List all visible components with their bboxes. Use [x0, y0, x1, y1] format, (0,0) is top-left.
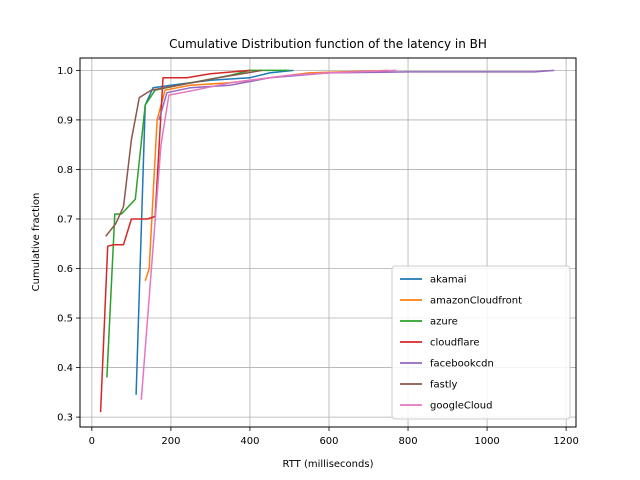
x-tick-label: 800 — [398, 436, 417, 447]
x-tick-label: 1000 — [474, 436, 499, 447]
x-tick-label: 0 — [89, 436, 95, 447]
legend-box — [391, 265, 571, 420]
y-tick-label: 0.9 — [57, 115, 73, 126]
y-tick-label: 0.7 — [57, 214, 73, 225]
legend-label-googleCloud: googleCloud — [430, 401, 492, 412]
y-tick-label: 0.4 — [57, 363, 73, 374]
legend: akamai amazonCloudfront azure cloudflare fac… — [391, 265, 571, 420]
x-tick-label: 1200 — [553, 436, 578, 447]
x-tick-label: 400 — [240, 436, 259, 447]
legend-label-amazonCloudfront: amazonCloudfront — [430, 296, 522, 307]
series-line-googleCloud — [140, 69, 397, 400]
y-tick-label: 0.5 — [57, 314, 73, 325]
series-line-fastly — [105, 69, 262, 237]
x-tick-label: 200 — [161, 436, 180, 447]
legend-label-facebookcdn: facebookcdn — [430, 359, 494, 370]
y-tick-label: 0.3 — [57, 413, 73, 424]
legend-label-akamai: akamai — [430, 275, 467, 286]
axis-ticks: 0 200 400 600 800 1000 1200 0.3 0.4 0.5 0.6 0.7 0.8 0… — [57, 66, 579, 447]
series-line-azure — [106, 69, 290, 378]
y-axis-label: Cumulative fraction — [31, 193, 42, 292]
x-tick-label: 600 — [319, 436, 338, 447]
legend-label-cloudflare: cloudflare — [430, 338, 480, 349]
y-tick-label: 0.6 — [57, 264, 73, 275]
plot-frame — [79, 57, 577, 428]
chart-title: Cumulative Distribution function of the … — [169, 37, 487, 51]
y-tick-label: 1.0 — [57, 66, 73, 77]
x-axis-label: RTT (milliseconds) — [283, 459, 374, 470]
legend-label-azure: azure — [430, 317, 458, 328]
y-tick-label: 0.8 — [57, 165, 73, 176]
series-line-cloudflare — [99, 69, 250, 413]
legend-label-fastly: fastly — [430, 380, 458, 391]
series-lines — [99, 69, 555, 413]
